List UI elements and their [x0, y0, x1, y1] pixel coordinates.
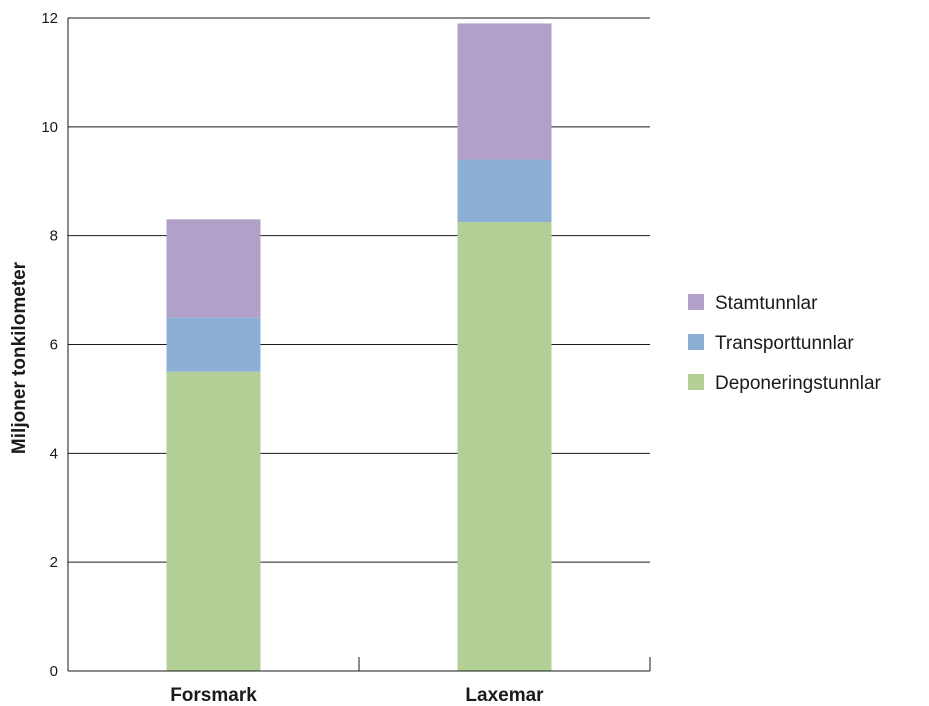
- y-tick-label-4: 4: [50, 445, 58, 462]
- y-tick-label-6: 6: [50, 337, 58, 354]
- legend-swatch-transporttunnlar: [688, 334, 704, 350]
- legend-label-deponeringstunnlar: Deponeringstunnlar: [715, 373, 882, 394]
- bar-forsmark-transporttunnlar: [166, 317, 261, 372]
- y-tick-label-2: 2: [50, 554, 58, 571]
- y-tick-label-12: 12: [41, 10, 58, 27]
- bar-forsmark-deponeringstunnlar: [166, 371, 261, 671]
- y-tick-label-0: 0: [50, 663, 58, 680]
- gridlines: [68, 17, 650, 563]
- legend-swatch-stamtunnlar: [688, 294, 704, 310]
- legend: Stamtunnlar Transporttunnlar Deponeringstu…: [688, 293, 882, 394]
- legend-swatch-deponeringstunnlar: [688, 374, 704, 390]
- x-ticks: [67, 657, 651, 671]
- bar-laxemar-stamtunnlar: [457, 23, 552, 160]
- category-label-forsmark: Forsmark: [170, 685, 257, 706]
- bar-laxemar-deponeringstunnlar: [457, 222, 552, 671]
- legend-label-stamtunnlar: Stamtunnlar: [715, 293, 818, 314]
- y-tick-labels: 0 2 4 6 8 10 12: [41, 10, 58, 680]
- bar-laxemar-transporttunnlar: [457, 159, 552, 223]
- y-axis-title: Miljoner tonkilometer: [9, 261, 30, 454]
- bars: [166, 23, 552, 671]
- category-labels: Forsmark Laxemar: [170, 685, 544, 706]
- category-label-laxemar: Laxemar: [465, 685, 544, 706]
- bar-forsmark-stamtunnlar: [166, 219, 261, 318]
- y-tick-label-10: 10: [41, 119, 58, 136]
- y-tick-label-8: 8: [50, 228, 58, 245]
- legend-label-transporttunnlar: Transporttunnlar: [715, 333, 854, 354]
